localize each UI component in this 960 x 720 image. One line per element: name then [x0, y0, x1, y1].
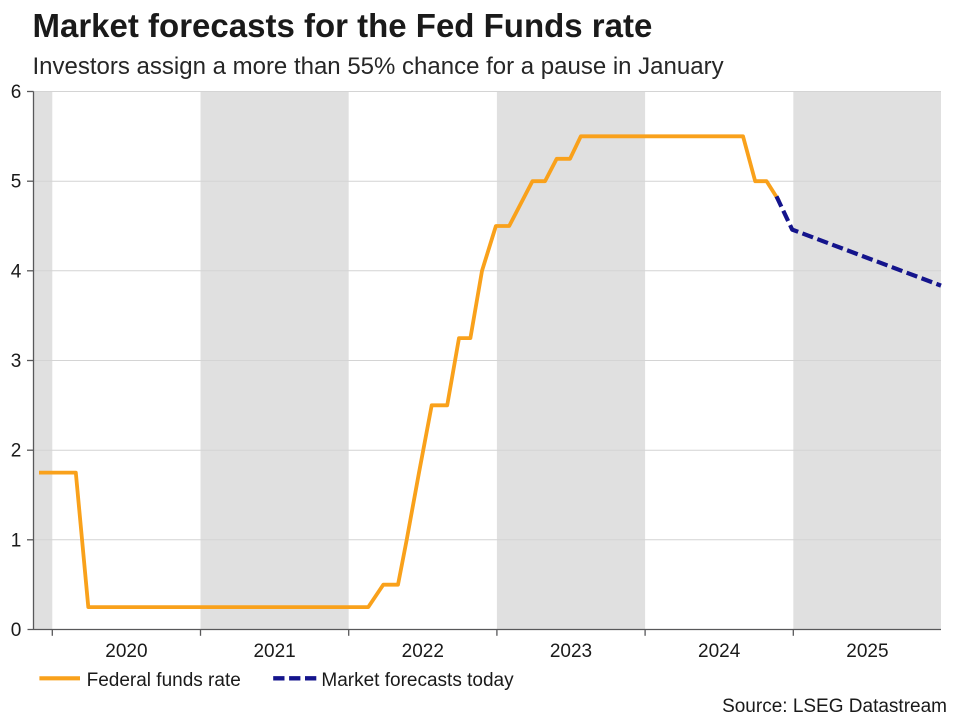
svg-text:2020: 2020: [105, 641, 147, 662]
svg-text:0: 0: [11, 620, 22, 641]
svg-text:2025: 2025: [846, 641, 888, 662]
svg-text:2: 2: [11, 441, 22, 462]
svg-text:2023: 2023: [550, 641, 592, 662]
svg-text:4: 4: [11, 261, 22, 282]
svg-text:5: 5: [11, 172, 22, 193]
svg-text:6: 6: [11, 82, 22, 103]
svg-text:3: 3: [11, 351, 22, 372]
svg-text:2021: 2021: [253, 641, 295, 662]
svg-text:1: 1: [11, 530, 22, 551]
svg-text:2024: 2024: [698, 641, 741, 662]
svg-text:2022: 2022: [402, 641, 444, 662]
